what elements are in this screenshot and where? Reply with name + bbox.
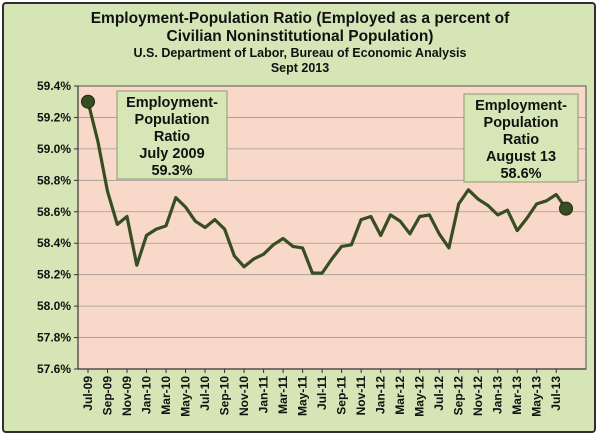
- x-tick-label: Mar-10: [159, 376, 173, 415]
- y-tick-label: 57.6%: [37, 362, 71, 376]
- end-point-marker: [559, 201, 573, 216]
- x-tick-label: Jul-09: [81, 376, 95, 411]
- y-tick-label: 59.4%: [37, 79, 71, 93]
- series-markers: [81, 94, 573, 216]
- x-tick-label: Mar-13: [510, 376, 524, 415]
- x-tick-label: Jul-11: [315, 376, 329, 410]
- callout-start-line5: 59.3%: [151, 163, 192, 179]
- x-tick-label: May-13: [530, 376, 544, 417]
- callout-end: Employment- Population Ratio August 13 5…: [463, 93, 579, 183]
- x-tick-label: Jul-12: [432, 376, 446, 411]
- callout-start-line2: Population: [135, 112, 210, 128]
- y-tick-label: 58.6%: [37, 205, 71, 219]
- y-axis-ticks: 57.6% 57.8% 58.0% 58.2% 58.4% 58.6% 58.8% 59.0%…: [37, 79, 78, 376]
- y-tick-label: 58.2%: [37, 268, 71, 282]
- callout-start-line1: Employment-: [126, 95, 218, 111]
- x-tick-label: Sep-11: [335, 376, 349, 415]
- callout-start-line3: Ratio: [154, 129, 190, 145]
- x-tick-label: Jan-13: [491, 376, 505, 414]
- chart-subtitle-source: U.S. Department of Labor, Bureau of Econ…: [134, 46, 467, 60]
- callout-end-line1: Employment-: [475, 98, 567, 114]
- chart-subtitle-date: Sept 2013: [271, 61, 329, 75]
- callout-end-line5: 58.6%: [500, 166, 541, 182]
- series-line: [86, 101, 568, 275]
- x-tick-label: Jan-12: [374, 376, 388, 414]
- chart-title-line1: Employment-Population Ratio (Employed as…: [91, 10, 510, 27]
- x-tick-label: Sep-10: [218, 376, 232, 416]
- x-tick-label: Nov-12: [471, 376, 485, 416]
- x-tick-label: Sep-12: [452, 376, 466, 416]
- callout-start-box: [116, 90, 228, 180]
- x-tick-label: Mar-12: [393, 376, 407, 415]
- callout-end-line2: Population: [484, 115, 559, 131]
- callout-start-line4: July 2009: [139, 146, 204, 162]
- callout-end-line3: Ratio: [503, 132, 539, 148]
- y-tick-label: 59.0%: [37, 142, 71, 156]
- y-tick-label: 58.0%: [37, 299, 71, 313]
- y-tick-label: 58.4%: [37, 236, 71, 250]
- x-tick-label: Jul-10: [198, 376, 212, 411]
- y-tick-label: 57.8%: [37, 331, 71, 345]
- x-tick-label: May-11: [296, 376, 310, 416]
- x-tick-label: Nov-09: [120, 376, 134, 416]
- y-tick-label: 59.2%: [37, 110, 71, 124]
- x-tick-label: Nov-10: [237, 376, 251, 416]
- x-tick-label: May-10: [179, 376, 193, 417]
- x-tick-label: Jan-11: [257, 376, 271, 414]
- chart-title-line2: Civilian Noninstitutional Population): [167, 28, 434, 45]
- x-tick-label: May-12: [413, 376, 427, 417]
- callout-end-line4: August 13: [486, 149, 556, 165]
- x-tick-label: Jan-10: [140, 376, 154, 414]
- x-tick-label: Mar-11: [276, 376, 290, 414]
- x-tick-label: Sep-09: [101, 376, 115, 416]
- callout-start: Employment- Population Ratio July 2009 5…: [116, 90, 228, 180]
- callout-end-box: [463, 93, 579, 183]
- x-axis-ticks: Jul-09 Sep-09 Nov-09 Jan-10 Mar-10 May-10 Jul-…: [81, 369, 563, 417]
- x-tick-label: Nov-11: [354, 376, 368, 416]
- start-point-marker: [81, 94, 95, 109]
- x-tick-label: Jul-13: [549, 376, 563, 411]
- y-tick-label: 58.8%: [37, 173, 71, 187]
